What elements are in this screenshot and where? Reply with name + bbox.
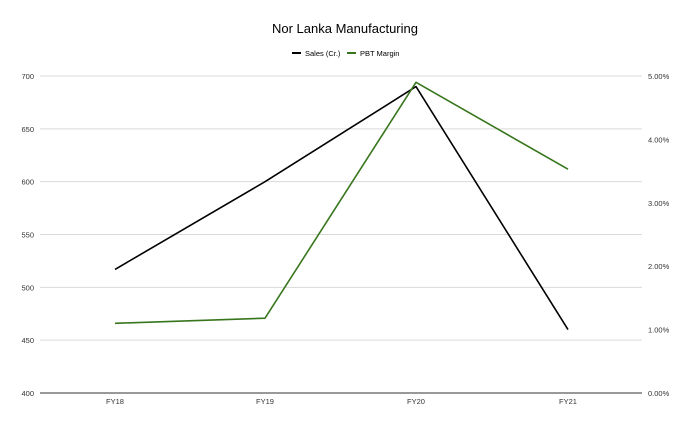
- gridlines: [40, 75, 642, 394]
- right-y-tick-label: 2.00%: [648, 262, 670, 271]
- left-y-tick-label: 600: [21, 178, 34, 187]
- left-y-tick-label: 450: [21, 336, 34, 345]
- left-y-tick-label: 550: [21, 231, 34, 240]
- legend-label: PBT Margin: [360, 49, 399, 58]
- series-line-pbt-margin: [114, 81, 569, 325]
- chart-title: Nor Lanka Manufacturing: [272, 21, 418, 36]
- left-y-tick-label: 650: [21, 125, 34, 134]
- left-y-tick-label: 400: [21, 389, 34, 398]
- right-y-tick-label: 1.00%: [648, 326, 670, 335]
- left-y-axis: 700 650 600 550 500 450 400: [21, 72, 34, 398]
- right-y-tick-label: 5.00%: [648, 72, 670, 81]
- legend: Sales (Cr.) PBT Margin: [292, 49, 399, 58]
- right-y-tick-label: 3.00%: [648, 199, 670, 208]
- right-y-axis: 5.00% 4.00% 3.00% 2.00% 1.00% 0.00%: [648, 72, 670, 398]
- series-line-sales: [114, 85, 569, 331]
- left-y-tick-label: 500: [21, 283, 34, 292]
- series-layer: [114, 81, 569, 331]
- legend-label: Sales (Cr.): [305, 49, 341, 58]
- x-tick-label: FY18: [106, 397, 124, 406]
- x-tick-label: FY19: [256, 397, 274, 406]
- right-y-tick-label: 0.00%: [648, 389, 670, 398]
- x-tick-label: FY20: [407, 397, 425, 406]
- left-y-tick-label: 700: [21, 72, 34, 81]
- x-axis: FY18 FY19 FY20 FY21: [40, 392, 642, 406]
- x-tick-label: FY21: [559, 397, 577, 406]
- right-y-tick-label: 4.00%: [648, 135, 670, 144]
